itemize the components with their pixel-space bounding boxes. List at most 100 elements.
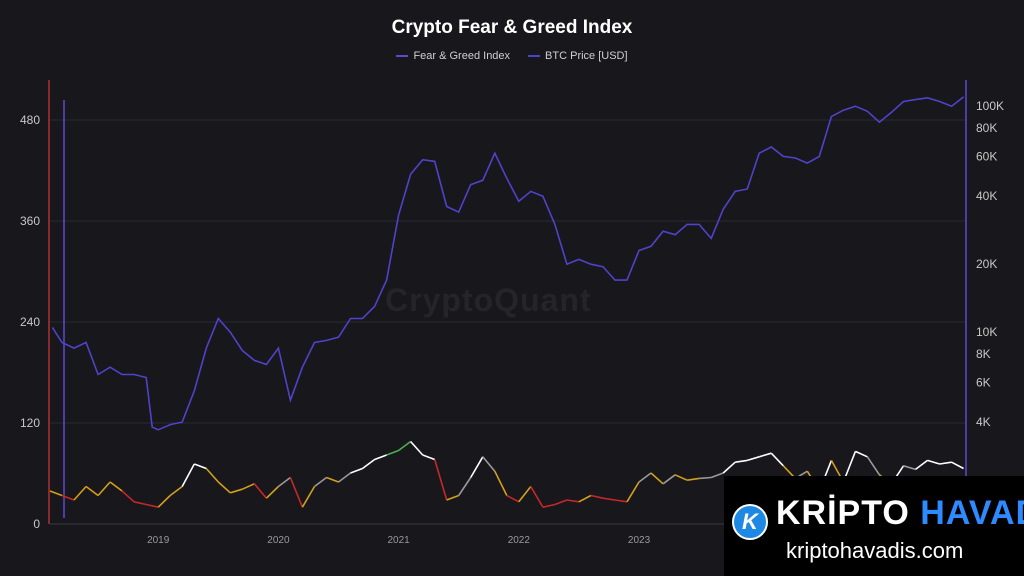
fng-segment bbox=[350, 467, 363, 474]
fng-segment bbox=[61, 494, 75, 501]
fng-segment bbox=[277, 476, 291, 488]
legend-item-fng[interactable]: Fear & Greed Index bbox=[396, 50, 510, 62]
fng-segment bbox=[433, 459, 448, 501]
fng-segment bbox=[386, 449, 399, 456]
fng-segment bbox=[735, 459, 748, 463]
fng-segment bbox=[49, 490, 63, 497]
fng-segment bbox=[542, 503, 556, 508]
y-right-tick-label: 40K bbox=[976, 189, 997, 203]
fng-segment bbox=[662, 474, 676, 485]
fng-segment bbox=[686, 477, 700, 481]
brand-name-part1: KRİPTO bbox=[776, 494, 910, 532]
fng-segment bbox=[194, 463, 207, 470]
fng-segment bbox=[506, 494, 520, 503]
legend-item-btc[interactable]: BTC Price [USD] bbox=[528, 50, 628, 62]
fng-segment bbox=[314, 476, 327, 488]
fng-segment bbox=[362, 458, 376, 470]
y-right-tick-label: 80K bbox=[976, 121, 997, 135]
fng-segment bbox=[710, 472, 724, 479]
fng-segment bbox=[301, 486, 316, 508]
x-tick-label: 2021 bbox=[387, 535, 410, 546]
fng-segment bbox=[133, 501, 147, 506]
y-right-tick-label: 60K bbox=[976, 149, 997, 163]
fng-segment bbox=[97, 481, 111, 497]
fng-segment bbox=[722, 461, 736, 474]
y-left-tick-label: 0 bbox=[33, 517, 40, 531]
brand-name: KRİPTO HAVADİS bbox=[776, 494, 1024, 533]
fng-segment bbox=[578, 494, 592, 503]
brand-url: kriptohavadis.com bbox=[786, 538, 964, 563]
x-tick-label: 2020 bbox=[267, 535, 290, 546]
fng-segment bbox=[530, 486, 544, 508]
fng-segment bbox=[866, 456, 881, 476]
fng-segment bbox=[927, 459, 940, 465]
y-left-tick-label: 360 bbox=[20, 214, 40, 228]
fng-segment bbox=[855, 450, 868, 458]
y-left-tick-label: 240 bbox=[20, 315, 40, 329]
legend-label-btc: BTC Price [USD] bbox=[545, 50, 628, 62]
fng-segment bbox=[85, 485, 99, 497]
y-left-tick-label: 120 bbox=[20, 416, 40, 430]
brand-name-part2: HAVADİS bbox=[920, 494, 1024, 532]
fng-segment bbox=[915, 459, 928, 471]
fng-segment bbox=[169, 485, 183, 497]
fng-segment bbox=[470, 456, 484, 478]
fng-segment bbox=[338, 472, 351, 483]
chart-title: Crypto Fear & Greed Index bbox=[391, 17, 633, 38]
fng-segment bbox=[181, 463, 196, 487]
y-right-tick-label: 4K bbox=[976, 415, 991, 429]
fng-segment bbox=[699, 476, 712, 480]
legend-swatch-btc bbox=[528, 55, 541, 57]
y-left-tick-label: 480 bbox=[20, 113, 40, 127]
y-right-tick-label: 6K bbox=[976, 375, 991, 389]
x-tick-label: 2023 bbox=[628, 535, 651, 546]
fng-segment bbox=[265, 485, 279, 499]
legend-swatch-fng bbox=[396, 55, 409, 57]
fng-segment bbox=[590, 494, 604, 499]
fng-segment bbox=[422, 454, 435, 461]
fng-segment bbox=[626, 481, 640, 503]
fng-segment bbox=[458, 477, 472, 496]
y-right-tick-label: 100K bbox=[976, 99, 1004, 113]
brand-overlay: K KRİPTO HAVADİS kriptohavadis.com bbox=[724, 476, 1024, 576]
fng-segment bbox=[230, 488, 243, 494]
watermark: CryptoQuant bbox=[385, 282, 592, 318]
fng-segment bbox=[121, 490, 135, 503]
btc-price-line bbox=[51, 96, 965, 431]
fng-segment bbox=[614, 499, 628, 503]
legend-label-fng: Fear & Greed Index bbox=[413, 50, 511, 62]
fng-segment bbox=[205, 467, 219, 483]
fng-segment bbox=[518, 486, 532, 503]
fng-segment bbox=[109, 481, 123, 492]
fng-segment bbox=[446, 494, 459, 501]
x-tick-label: 2019 bbox=[147, 535, 170, 546]
y-right-tick-label: 20K bbox=[976, 257, 997, 271]
fng-segment bbox=[410, 440, 424, 456]
x-tick-label: 2022 bbox=[508, 535, 531, 546]
fng-segment bbox=[758, 452, 772, 458]
fng-segment bbox=[903, 465, 916, 471]
fng-segment bbox=[674, 474, 688, 481]
brand-logo-icon: K bbox=[732, 504, 768, 540]
fng-segment bbox=[602, 497, 616, 501]
fng-segment bbox=[746, 456, 760, 462]
fng-segment bbox=[73, 485, 87, 501]
fng-segment bbox=[241, 483, 255, 490]
fng-segment bbox=[217, 481, 231, 494]
fng-segment bbox=[253, 483, 268, 499]
fng-segment bbox=[326, 476, 339, 483]
fng-segment bbox=[554, 499, 568, 506]
fng-segment bbox=[770, 452, 784, 467]
fng-segment bbox=[146, 503, 159, 508]
fng-segment bbox=[157, 494, 171, 508]
fng-segment bbox=[951, 461, 964, 470]
fng-segment bbox=[289, 477, 304, 508]
fng-segment bbox=[650, 472, 664, 485]
fng-segment bbox=[638, 472, 652, 483]
fng-segment bbox=[374, 454, 387, 461]
chart-legend: Fear & Greed Index BTC Price [USD] bbox=[0, 50, 1024, 62]
fng-segment bbox=[398, 440, 412, 452]
fng-segment bbox=[494, 470, 508, 496]
fng-segment bbox=[939, 461, 952, 465]
